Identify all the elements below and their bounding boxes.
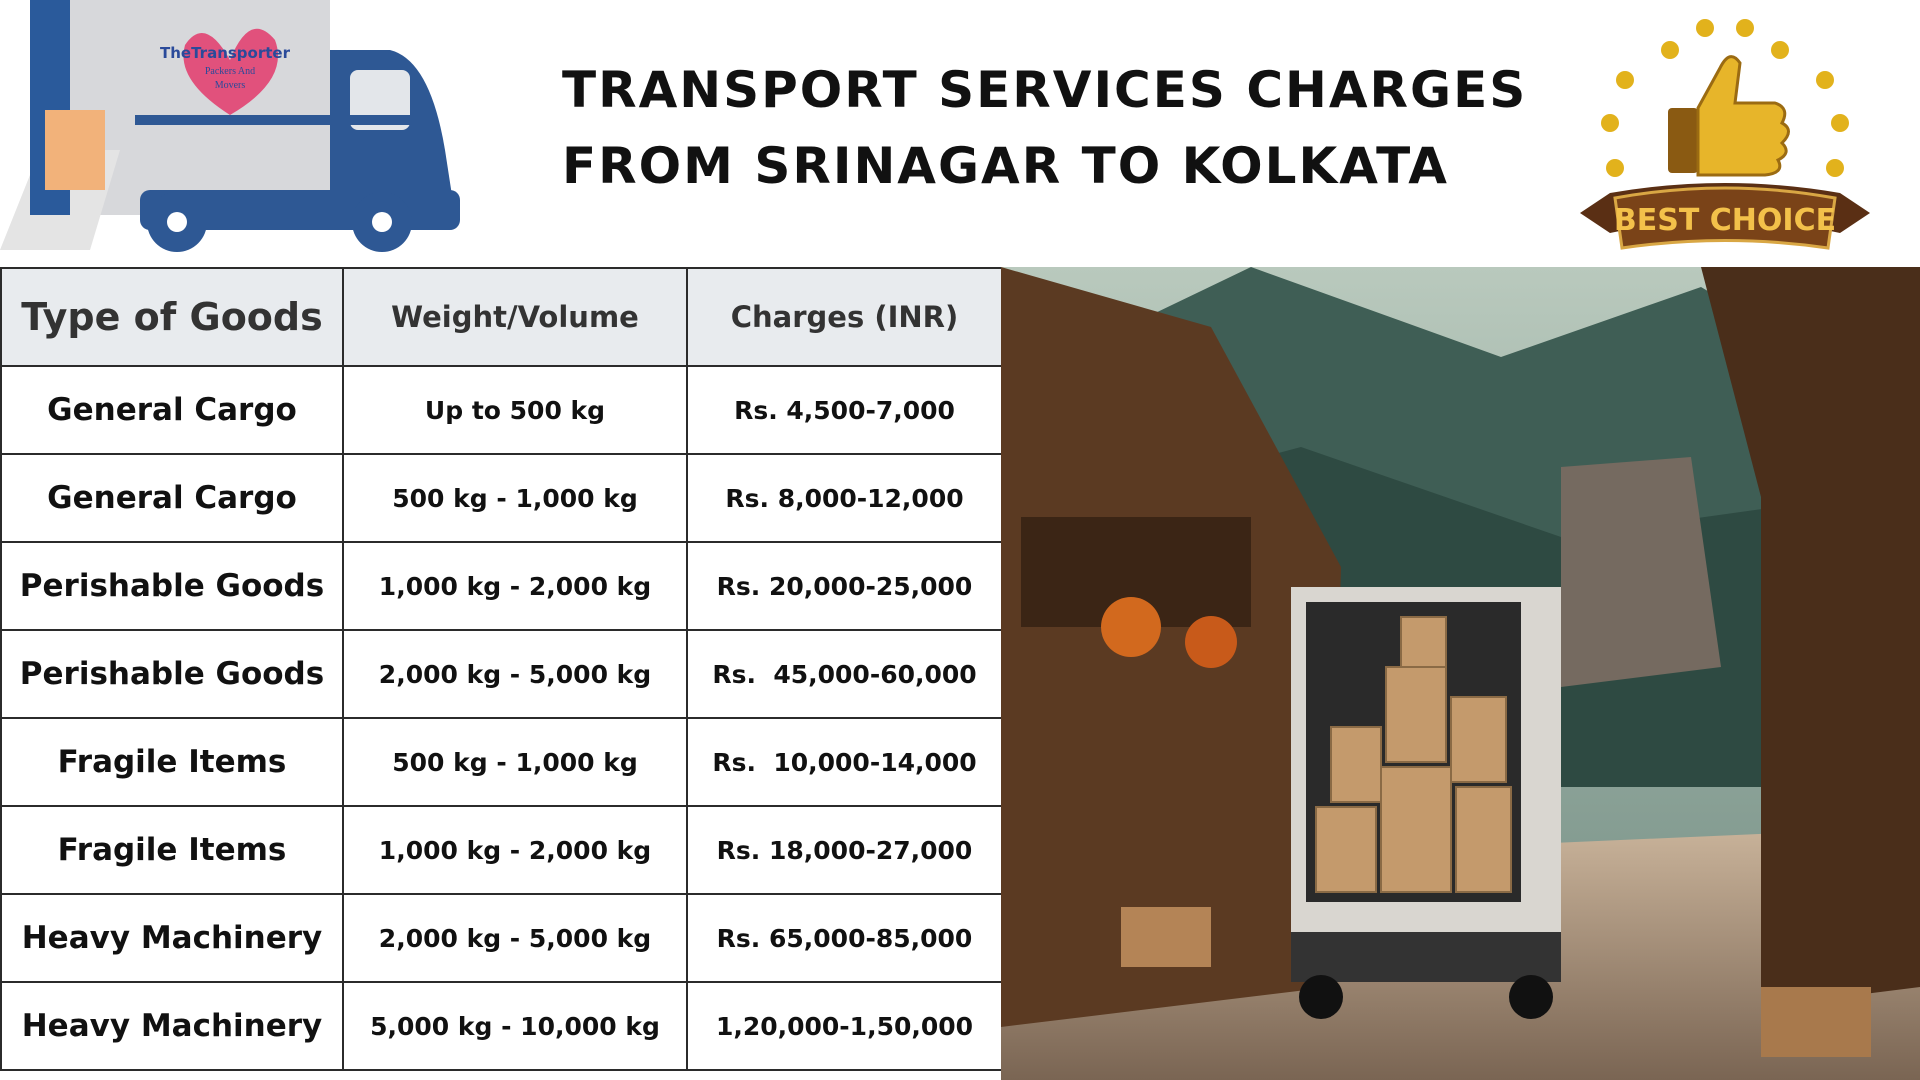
logo-text: TheTransporter [160, 44, 291, 62]
table-cell: Heavy Machinery [0, 893, 344, 983]
table-row: Heavy Machinery 2,000 kg - 5,000 kg Rs. 65… [0, 893, 1003, 983]
table-cell: Rs. 45,000-60,000 [686, 629, 1003, 719]
thumb-cuff [1668, 108, 1698, 173]
best-choice-badge: BEST CHOICE [1580, 19, 1870, 250]
truck-bumper [1291, 932, 1561, 982]
table-cell: 1,20,000-1,50,000 [686, 981, 1003, 1071]
table-cell: Rs. 18,000-27,000 [686, 805, 1003, 895]
table-cell: Rs. 65,000-85,000 [686, 893, 1003, 983]
stars [1601, 19, 1849, 177]
header-row: Type of Goods Weight/Volume Charges (INR) [0, 267, 1003, 367]
table-cell: 500 kg - 1,000 kg [342, 717, 688, 807]
flowers [1101, 597, 1161, 657]
table-row: Perishable Goods 1,000 kg - 2,000 kg Rs. 2… [0, 541, 1003, 631]
table-cell: 5,000 kg - 10,000 kg [342, 981, 688, 1071]
table-cell: Rs. 10,000-14,000 [686, 717, 1003, 807]
truck-logo: TheTransporter Packers And Movers [0, 0, 460, 252]
table-cell: Rs. 4,500-7,000 [686, 365, 1003, 455]
logo-text: Movers [215, 80, 246, 91]
table-cell: General Cargo [0, 453, 344, 543]
table-cell: Rs. 8,000-12,000 [686, 453, 1003, 543]
house-left [1001, 267, 1341, 1027]
column-header: Type of Goods [0, 267, 344, 367]
charges-table: Type of Goods Weight/Volume Charges (INR) … [0, 267, 1003, 1071]
table-row: Perishable Goods 2,000 kg - 5,000 kg Rs. 4… [0, 629, 1003, 719]
flowers [1185, 616, 1237, 668]
title-line: FROM SRINAGAR TO KOLKATA [562, 137, 1449, 195]
logo-text: Packers And [205, 66, 255, 77]
street-photo [1001, 267, 1920, 1080]
table-row: Fragile Items 1,000 kg - 2,000 kg Rs. 18,0… [0, 805, 1003, 895]
table-cell: Fragile Items [0, 805, 344, 895]
table-row: General Cargo Up to 500 kg Rs. 4,500-7,000 [0, 365, 1003, 455]
ribbon-front [1613, 186, 1837, 250]
table-cell: 500 kg - 1,000 kg [342, 453, 688, 543]
table-row: Fragile Items 500 kg - 1,000 kg Rs. 10,000… [0, 717, 1003, 807]
table-cell: General Cargo [0, 365, 344, 455]
box [45, 110, 105, 190]
table-cell: 1,000 kg - 2,000 kg [342, 805, 688, 895]
table-row: Heavy Machinery 5,000 kg - 10,000 kg 1,20,… [0, 981, 1003, 1071]
hub [372, 212, 392, 232]
table-cell: Perishable Goods [0, 629, 344, 719]
box-pile [1761, 987, 1871, 1057]
house-far [1561, 457, 1721, 687]
truck-wheel [1509, 975, 1553, 1019]
boxes [1315, 616, 1512, 893]
column-header: Charges (INR) [686, 267, 1003, 367]
box-pile [1121, 907, 1211, 967]
table-cell: Perishable Goods [0, 541, 344, 631]
stripe [135, 115, 425, 125]
title-line: TRANSPORT SERVICES CHARGES [562, 61, 1528, 119]
table-cell: Fragile Items [0, 717, 344, 807]
table-body: General Cargo Up to 500 kg Rs. 4,500-7,000… [0, 365, 1003, 1071]
heart [183, 28, 278, 115]
truck-wheel [1299, 975, 1343, 1019]
table-row: General Cargo 500 kg - 1,000 kg Rs. 8,000-… [0, 453, 1003, 543]
table-cell: Rs. 20,000-25,000 [686, 541, 1003, 631]
thumb [1696, 55, 1790, 177]
table-cell: 2,000 kg - 5,000 kg [342, 629, 688, 719]
table-cell: Heavy Machinery [0, 981, 344, 1071]
table-cell: 2,000 kg - 5,000 kg [342, 893, 688, 983]
title: TRANSPORT SERVICES CHARGES FROM SRINAGAR… [562, 52, 1527, 204]
table-cell: Up to 500 kg [342, 365, 688, 455]
house-right [1701, 267, 1920, 1007]
column-header: Weight/Volume [342, 267, 688, 367]
badge-text: BEST CHOICE [1614, 203, 1836, 238]
hub [167, 212, 187, 232]
table-cell: 1,000 kg - 2,000 kg [342, 541, 688, 631]
